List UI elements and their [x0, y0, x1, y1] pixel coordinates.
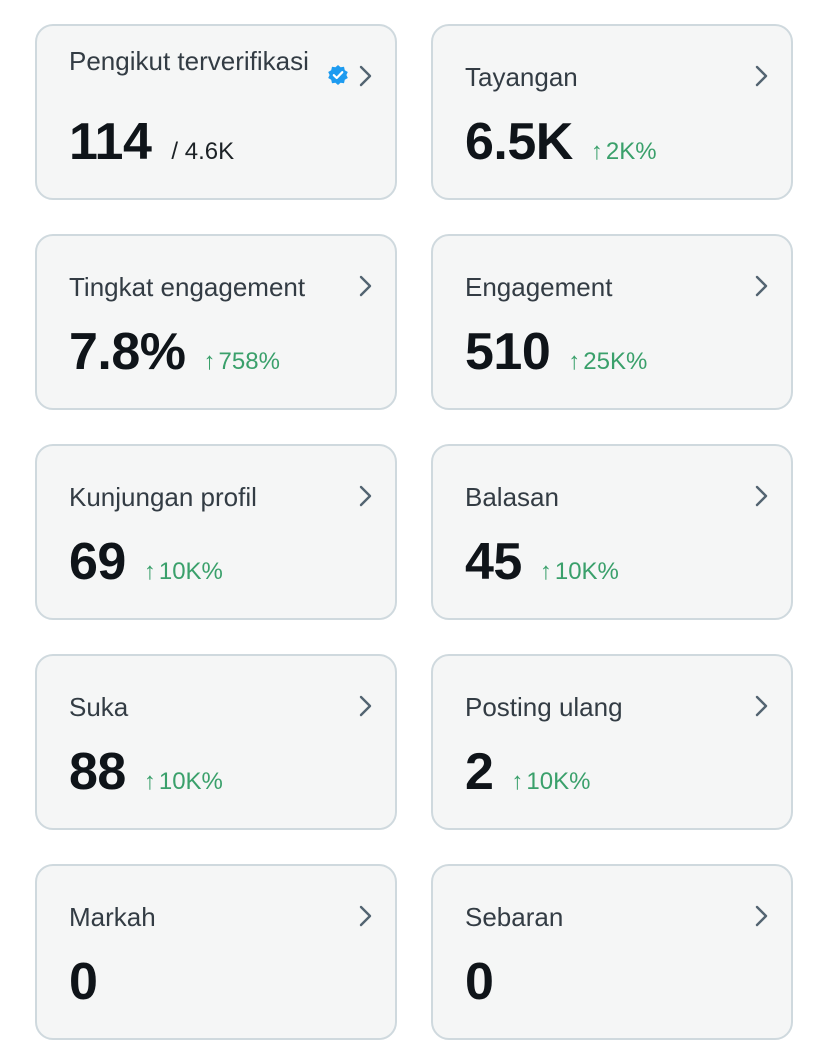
- chevron-right-icon: [755, 905, 768, 927]
- card-delta: ↑ 2K%: [591, 138, 657, 166]
- chevron-right-icon: [359, 275, 372, 297]
- card-delta-value: 2K%: [605, 138, 657, 165]
- card-value-row: 510 ↑ 25K%: [465, 324, 647, 380]
- arrow-up-icon: ↑: [203, 348, 216, 375]
- chevron-right-icon: [755, 695, 768, 717]
- arrow-up-icon: ↑: [143, 558, 156, 585]
- card-value-row: 6.5K ↑ 2K%: [465, 114, 657, 170]
- card-value: 45: [465, 533, 522, 591]
- card-reposts[interactable]: Posting ulang 2 ↑ 10K%: [431, 654, 793, 830]
- card-delta: ↑ 10K%: [511, 768, 590, 796]
- card-label: Pengikut terverifikasi: [69, 46, 309, 76]
- card-value: 0: [465, 953, 494, 1011]
- card-delta-value: 10K%: [158, 558, 223, 585]
- card-engagement[interactable]: Engagement 510 ↑ 25K%: [431, 234, 793, 410]
- card-verified-followers[interactable]: Pengikut terverifikasi 114 / 4.6K: [35, 24, 397, 200]
- card-delta-value: 10K%: [554, 558, 619, 585]
- card-profile-visits[interactable]: Kunjungan profil 69 ↑ 10K%: [35, 444, 397, 620]
- card-delta-value: 758%: [218, 348, 280, 375]
- arrow-up-icon: ↑: [143, 768, 156, 795]
- card-delta-value: 25K%: [583, 348, 648, 375]
- card-delta-value: 10K%: [158, 768, 223, 795]
- card-label: Tayangan: [465, 62, 578, 92]
- card-value-row: 2 ↑ 10K%: [465, 744, 590, 800]
- chevron-right-icon: [755, 275, 768, 297]
- chevron-right-icon: [359, 65, 372, 87]
- card-delta-value: 10K%: [526, 768, 591, 795]
- card-shares[interactable]: Sebaran 0: [431, 864, 793, 1040]
- card-value: 2: [465, 743, 494, 801]
- card-impressions[interactable]: Tayangan 6.5K ↑ 2K%: [431, 24, 793, 200]
- chevron-right-icon: [755, 485, 768, 507]
- chevron-right-icon: [359, 905, 372, 927]
- card-delta: ↑ 10K%: [144, 558, 223, 586]
- arrow-up-icon: ↑: [539, 558, 552, 585]
- card-delta: ↑ 758%: [204, 348, 280, 376]
- card-label: Sebaran: [465, 902, 564, 932]
- card-label: Kunjungan profil: [69, 482, 257, 512]
- card-delta: ↑ 10K%: [144, 768, 223, 796]
- card-value: 0: [69, 953, 98, 1011]
- card-delta: ↑ 10K%: [540, 558, 619, 586]
- card-label: Markah: [69, 902, 156, 932]
- card-total: / 4.6K: [171, 138, 235, 165]
- card-value: 88: [69, 743, 126, 801]
- card-value: 69: [69, 533, 126, 591]
- card-value: 114: [69, 113, 152, 171]
- card-delta: ↑ 25K%: [568, 348, 647, 376]
- card-value-row: 0: [69, 953, 98, 1011]
- verified-badge-icon: [328, 65, 348, 85]
- card-value: 6.5K: [465, 113, 573, 171]
- card-bookmarks[interactable]: Markah 0: [35, 864, 397, 1040]
- card-label: Suka: [69, 692, 129, 722]
- chevron-right-icon: [359, 695, 372, 717]
- card-value-row: 7.8% ↑ 758%: [69, 324, 280, 380]
- card-label: Tingkat engagement: [69, 272, 306, 302]
- card-value: 510: [465, 323, 551, 381]
- card-label: Posting ulang: [465, 692, 623, 722]
- card-value: 7.8%: [69, 323, 186, 381]
- chevron-right-icon: [755, 65, 768, 87]
- card-replies[interactable]: Balasan 45 ↑ 10K%: [431, 444, 793, 620]
- card-label: Engagement: [465, 272, 613, 302]
- card-value-row: 88 ↑ 10K%: [69, 744, 223, 800]
- card-label: Balasan: [465, 482, 559, 512]
- card-value-row: 45 ↑ 10K%: [465, 534, 619, 590]
- arrow-up-icon: ↑: [511, 768, 524, 795]
- card-value-row: 69 ↑ 10K%: [69, 534, 223, 590]
- card-engagement-rate[interactable]: Tingkat engagement 7.8% ↑ 758%: [35, 234, 397, 410]
- chevron-right-icon: [359, 485, 372, 507]
- card-likes[interactable]: Suka 88 ↑ 10K%: [35, 654, 397, 830]
- card-value-row: 114 / 4.6K: [69, 114, 234, 170]
- arrow-up-icon: ↑: [568, 348, 581, 375]
- arrow-up-icon: ↑: [590, 138, 603, 165]
- card-value-row: 0: [465, 953, 494, 1011]
